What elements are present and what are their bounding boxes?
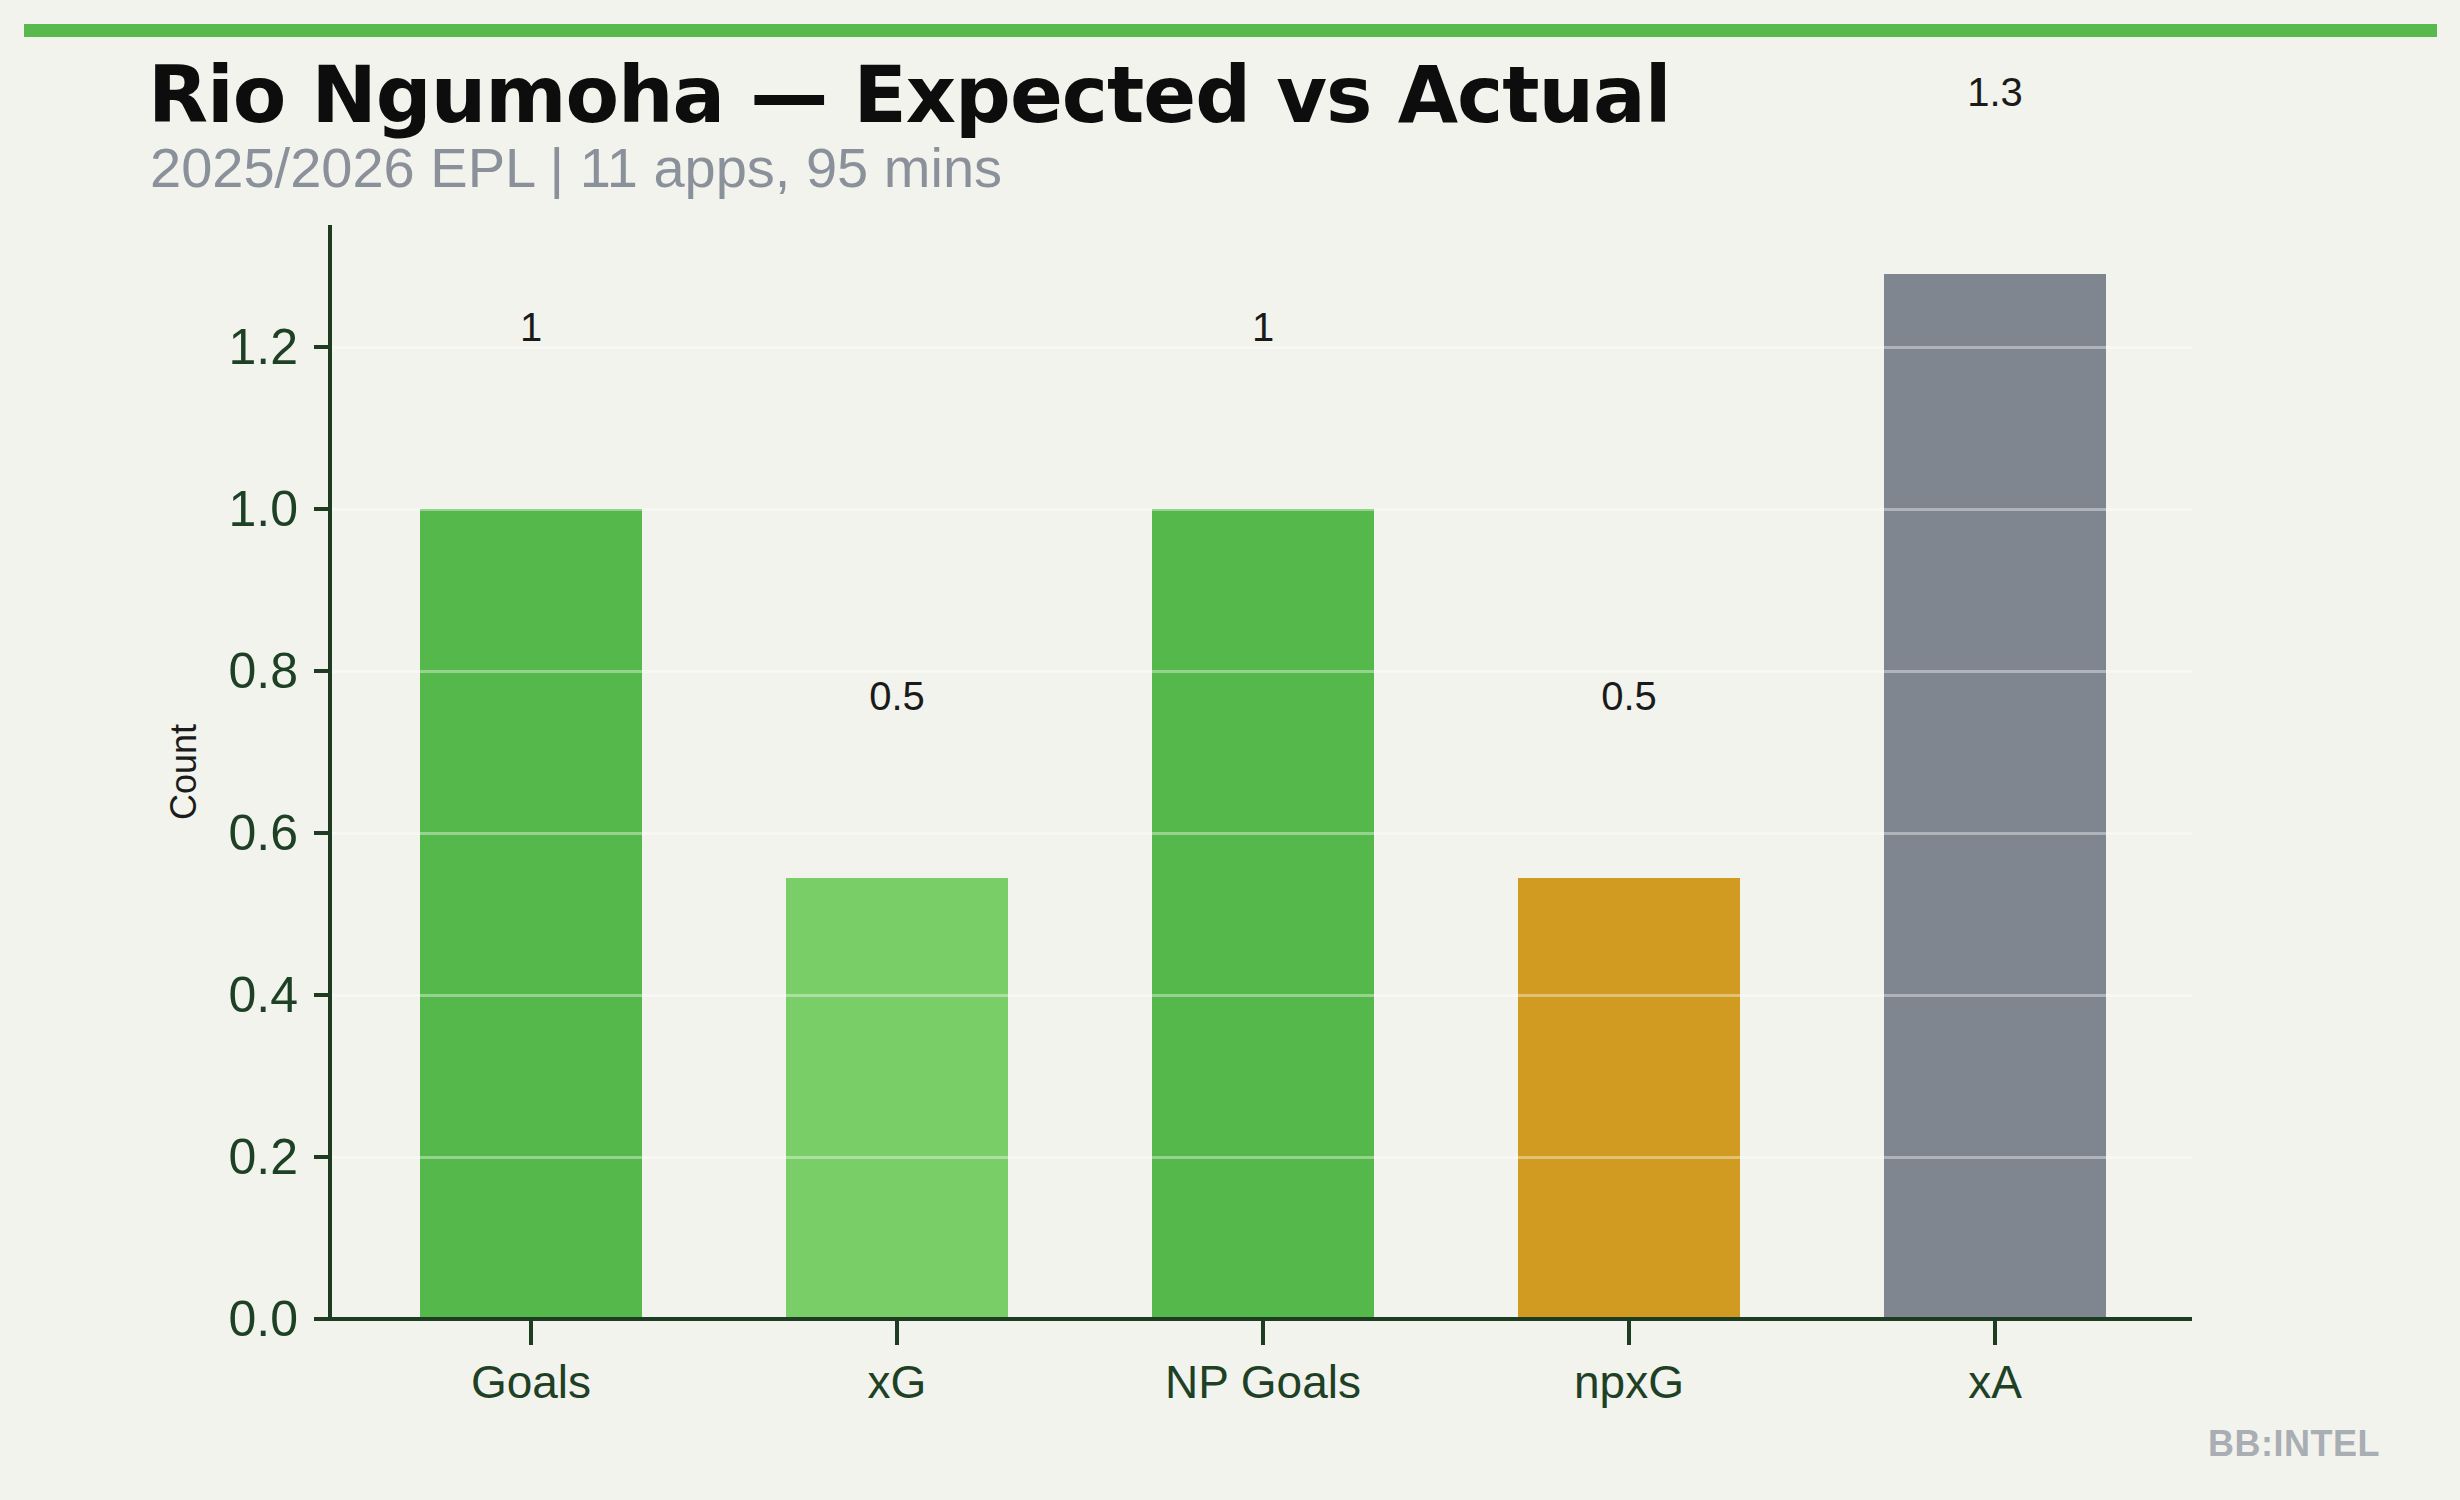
x-tick-mark [1993,1319,1997,1345]
bar-xg [786,878,1008,1319]
y-tick-label: 0.8 [150,641,298,701]
y-gridline [330,670,2192,673]
x-tick-label: npxG [1446,1353,1812,1411]
x-tick-mark [529,1319,533,1345]
bar-value-label: 1 [1080,300,1446,354]
x-axis-line [330,1317,2192,1321]
bar-value-label: 1.3 [1812,65,2178,119]
y-gridline [330,508,2192,511]
y-tick-label: 1.0 [150,479,298,539]
bar-value-label: 0.5 [1446,669,1812,723]
y-tick-label: 0.0 [150,1289,298,1349]
bar-npxg [1518,878,1740,1319]
y-gridline [330,1156,2192,1159]
bar-value-label: 0.5 [714,669,1080,723]
y-tick-label: 0.6 [150,803,298,863]
y-tick-label: 0.4 [150,965,298,1025]
x-tick-label: xG [714,1353,1080,1411]
bar-goals [420,509,642,1319]
x-tick-mark [1261,1319,1265,1345]
x-tick-mark [1627,1319,1631,1345]
x-tick-label: NP Goals [1080,1353,1446,1411]
y-tick-label: 1.2 [150,317,298,377]
y-gridline [330,832,2192,835]
watermark: BB:INTEL [2100,1424,2380,1464]
plot-area: 0.0 0.2 0.4 0.6 0.8 1.0 1.2 1 Goals 0.5 xG 1 NP Goal… [0,0,2460,1500]
x-tick-label: xA [1812,1353,2178,1411]
y-axis-line [328,225,332,1321]
bar-np-goals [1152,509,1374,1319]
x-tick-mark [895,1319,899,1345]
y-tick-label: 0.2 [150,1127,298,1187]
x-tick-label: Goals [348,1353,714,1411]
y-gridline [330,994,2192,997]
bar-xa [1884,274,2106,1319]
bar-value-label: 1 [348,300,714,354]
